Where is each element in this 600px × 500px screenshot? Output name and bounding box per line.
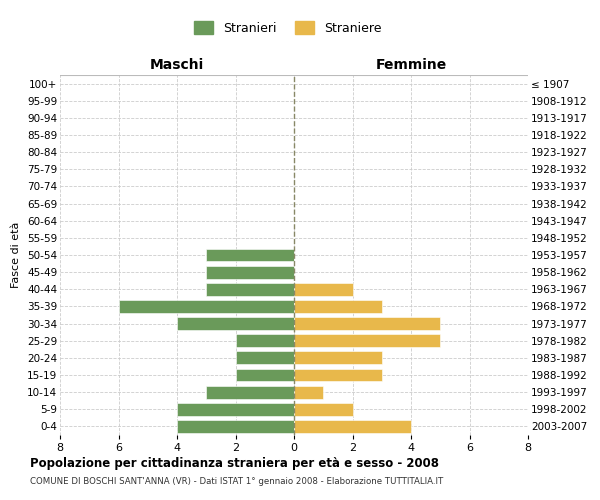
Bar (294, 420, 411, 433)
Bar (177, 403, 294, 415)
Bar (177, 317, 294, 330)
Y-axis label: Fasce di età: Fasce di età (11, 222, 22, 288)
Bar (206, 248, 294, 262)
Bar (235, 352, 294, 364)
Bar (206, 266, 294, 278)
Bar (294, 300, 382, 313)
Bar (294, 283, 353, 296)
Bar (294, 386, 323, 398)
Bar (235, 334, 294, 347)
Text: Popolazione per cittadinanza straniera per età e sesso - 2008: Popolazione per cittadinanza straniera p… (30, 458, 439, 470)
Bar (294, 368, 382, 382)
Text: Maschi: Maschi (150, 58, 204, 71)
Bar (177, 420, 294, 433)
Bar (294, 317, 440, 330)
Bar (294, 403, 353, 415)
Bar (294, 352, 382, 364)
Bar (119, 300, 294, 313)
Bar (206, 283, 294, 296)
Text: Femmine: Femmine (376, 58, 446, 71)
Text: COMUNE DI BOSCHI SANT'ANNA (VR) - Dati ISTAT 1° gennaio 2008 - Elaborazione TUTT: COMUNE DI BOSCHI SANT'ANNA (VR) - Dati I… (30, 478, 443, 486)
Bar (235, 368, 294, 382)
Legend: Stranieri, Straniere: Stranieri, Straniere (190, 16, 386, 40)
Bar (294, 334, 440, 347)
Bar (206, 386, 294, 398)
